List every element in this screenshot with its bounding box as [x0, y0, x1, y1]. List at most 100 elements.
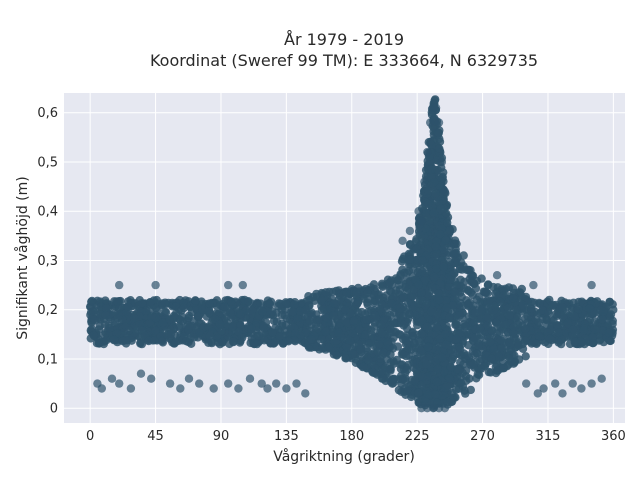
y-tick-label: 0,3: [37, 254, 58, 269]
data-point: [451, 248, 461, 258]
data-point: [422, 299, 431, 308]
data-point: [470, 333, 479, 343]
data-point: [402, 365, 412, 375]
data-point: [123, 302, 133, 311]
data-point: [496, 336, 506, 345]
data-point: [469, 301, 478, 310]
data-point: [549, 316, 558, 325]
data-point: [364, 356, 373, 365]
data-point: [281, 298, 290, 307]
data-point: [322, 313, 331, 323]
data-point: [569, 298, 578, 307]
data-point: [383, 338, 392, 347]
data-point: [417, 346, 426, 355]
data-point: [597, 374, 606, 383]
data-point: [393, 342, 403, 351]
data-point: [398, 292, 408, 301]
data-point: [431, 189, 440, 198]
data-point: [558, 303, 567, 312]
data-point: [543, 328, 552, 337]
x-tick-label: 270: [470, 429, 495, 444]
data-point: [430, 96, 439, 105]
data-point: [205, 299, 214, 308]
data-point: [160, 298, 170, 307]
data-point: [341, 305, 350, 315]
data-point: [405, 255, 415, 264]
data-point: [179, 303, 189, 313]
data-point: [489, 344, 498, 353]
data-point: [342, 318, 352, 327]
data-point: [461, 322, 470, 331]
data-point: [204, 338, 213, 347]
data-point: [364, 339, 374, 348]
data-point: [440, 330, 450, 339]
data-point: [403, 386, 412, 396]
data-point: [405, 240, 415, 249]
data-point: [151, 280, 160, 290]
data-point: [441, 236, 450, 245]
data-point: [431, 242, 441, 251]
data-point: [492, 318, 501, 327]
data-point: [324, 343, 334, 352]
data-point: [482, 288, 491, 297]
data-point: [293, 314, 302, 323]
data-point: [247, 324, 256, 334]
data-point: [184, 374, 194, 383]
data-point: [204, 307, 214, 316]
data-point: [499, 363, 508, 373]
data-point: [423, 390, 433, 399]
data-point: [570, 337, 579, 347]
data-point: [375, 305, 385, 314]
data-point: [456, 275, 465, 284]
data-point: [241, 306, 251, 315]
data-point: [398, 236, 407, 245]
data-point: [445, 257, 454, 266]
data-point: [354, 297, 363, 307]
y-tick-label: 0,6: [37, 106, 58, 121]
data-point: [89, 331, 98, 340]
data-point: [213, 338, 223, 347]
data-point: [455, 264, 465, 274]
data-point: [431, 390, 440, 399]
data-point: [587, 379, 596, 388]
data-point: [352, 288, 361, 297]
data-point: [432, 264, 441, 273]
y-tick-label: 0: [50, 402, 58, 417]
data-point: [389, 318, 398, 327]
data-point: [415, 296, 424, 305]
data-point: [437, 157, 447, 167]
data-point: [448, 354, 457, 364]
data-point: [440, 187, 449, 196]
data-point: [388, 374, 398, 384]
data-point: [275, 332, 284, 341]
data-point: [361, 330, 370, 339]
data-point: [486, 368, 495, 377]
data-point: [321, 288, 330, 297]
data-point: [538, 306, 547, 315]
data-point: [490, 301, 499, 311]
data-point: [290, 300, 299, 309]
data-point: [443, 218, 452, 227]
data-point: [115, 280, 124, 290]
data-point: [512, 304, 521, 313]
data-point: [136, 339, 145, 348]
data-point: [367, 326, 376, 335]
data-point: [424, 199, 433, 209]
x-tick-label: 360: [601, 429, 626, 444]
data-point: [405, 310, 414, 319]
data-point: [387, 299, 396, 308]
data-point: [391, 274, 401, 283]
data-point: [391, 286, 401, 295]
data-point: [107, 374, 117, 383]
plot-background: [64, 93, 625, 423]
data-point: [100, 320, 110, 329]
data-point: [260, 336, 269, 345]
data-point: [110, 317, 120, 326]
data-point: [236, 320, 245, 330]
data-point: [266, 300, 275, 309]
data-point: [370, 311, 380, 320]
data-point: [147, 374, 156, 383]
data-point: [421, 208, 430, 217]
data-point: [292, 379, 301, 388]
